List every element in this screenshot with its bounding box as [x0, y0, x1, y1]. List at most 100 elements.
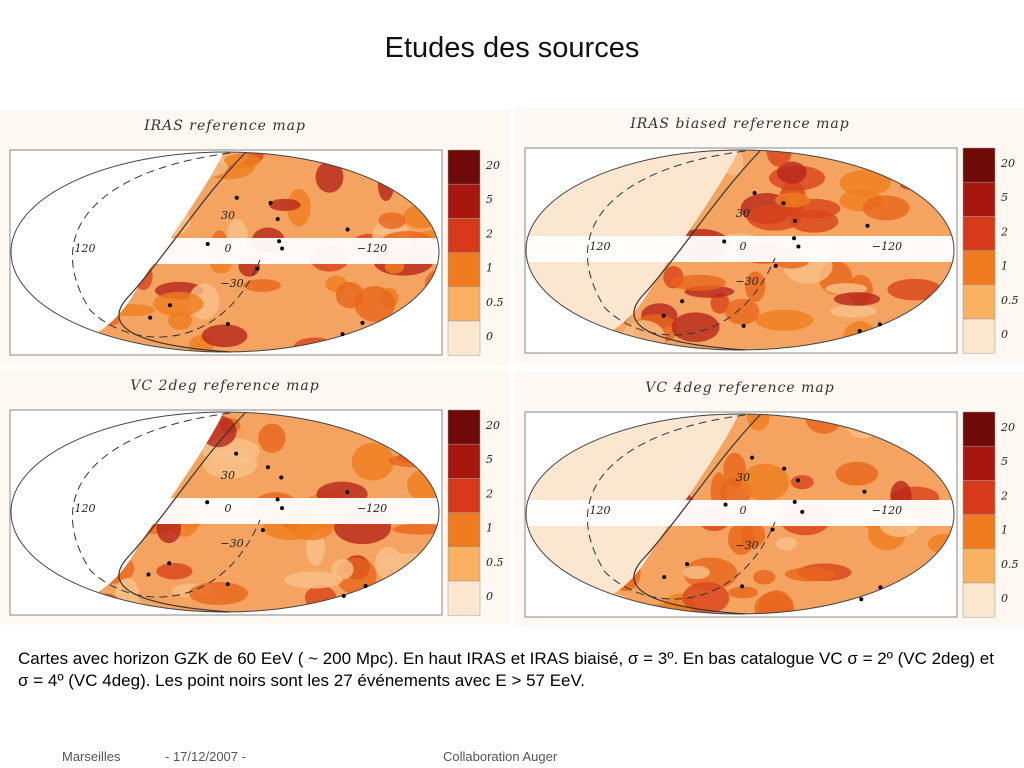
axis-label: −120: [872, 504, 902, 517]
sky-blob: [224, 153, 261, 168]
colorbar-segment: [447, 478, 481, 513]
event-dot: [857, 329, 862, 334]
colorbar-segment: [447, 286, 481, 322]
sky-blob: [315, 161, 344, 193]
sky-blobs: [11, 412, 439, 612]
colorbar-label: 0.5: [1001, 294, 1019, 307]
axis-label: 30: [221, 209, 235, 222]
exposure-boundary: [633, 150, 761, 351]
event-dot: [800, 509, 805, 514]
colorbar-segment: [962, 147, 996, 183]
event-dot: [167, 303, 172, 308]
event-dot: [862, 489, 867, 494]
event-dot: [859, 597, 864, 602]
colorbar-label: 1: [486, 262, 493, 275]
sky-blob: [753, 570, 776, 585]
sky-blob: [331, 558, 354, 580]
exposure-boundary: [118, 152, 246, 353]
map-panel: IRAS reference map 120 30 0 −30 −120 20 5 2 1 0.5 0: [0, 110, 510, 365]
colorbar-segment: [962, 181, 996, 217]
sky-maps: IRAS reference map120300−30−120205210.50…: [0, 108, 1024, 627]
event-dot: [280, 506, 285, 511]
colorbar-label: 0: [486, 330, 493, 343]
colorbar-label: 1: [1001, 260, 1008, 273]
event-dot: [280, 246, 285, 251]
axis-label: −120: [357, 242, 387, 255]
event-dot: [275, 216, 280, 221]
sky-blob: [243, 279, 281, 292]
galactic-plane-band: [11, 238, 439, 264]
sky-blob: [833, 292, 881, 306]
colorbar-label: 0.5: [486, 556, 504, 569]
map-panel: IRAS biased reference map120300−30−12020…: [515, 108, 1024, 363]
sky-blob: [258, 423, 286, 453]
sky-blob: [284, 571, 343, 589]
event-dot: [205, 500, 210, 505]
event-dot: [770, 527, 775, 532]
sky-blob: [747, 204, 802, 231]
colorbar-segment: [962, 216, 996, 251]
event-dot: [685, 562, 690, 567]
exposure-boundary: [118, 412, 246, 613]
sky-blob: [776, 161, 807, 184]
event-dot: [234, 451, 239, 456]
event-dot: [260, 528, 265, 533]
axis-label: −30: [220, 537, 243, 550]
sky-blob: [354, 286, 396, 322]
colorbar-label: 0: [486, 590, 493, 603]
colorbar-segment: [447, 149, 481, 185]
colorbar-label: 5: [1001, 191, 1008, 204]
supergalactic-plane: [587, 150, 776, 336]
sky-blob: [830, 304, 877, 318]
colorbar-segment: [447, 512, 481, 548]
event-dot: [662, 575, 667, 580]
slide-title: Etudes des sources: [384, 32, 640, 64]
colorbar-label: 20: [485, 159, 500, 172]
event-dot: [277, 239, 282, 244]
sky-blob: [671, 312, 720, 343]
event-dot: [279, 475, 284, 480]
axis-label: 120: [590, 240, 611, 253]
event-dot: [795, 478, 800, 483]
colorbar-segment: [962, 445, 996, 481]
galactic-plane-band: [11, 498, 439, 524]
colorbar-segment: [962, 514, 996, 550]
sky-blob: [790, 475, 814, 490]
event-dot: [340, 332, 345, 337]
event-dot: [792, 499, 797, 504]
sky-blob: [728, 586, 759, 599]
event-dot: [275, 497, 280, 502]
colorbar-label: 1: [1001, 524, 1008, 537]
event-dot: [341, 593, 346, 598]
axis-label: 120: [590, 504, 611, 517]
event-dot: [345, 490, 350, 495]
colorbar-segment: [962, 480, 996, 515]
sky-blob: [268, 198, 301, 212]
sky-blob: [723, 452, 746, 488]
event-dot: [781, 201, 786, 206]
sky-blob: [862, 195, 910, 221]
event-dot: [205, 241, 210, 246]
colorbar-segment: [962, 250, 996, 286]
axis-label: −30: [735, 539, 758, 552]
colorbar-label: 5: [486, 193, 493, 206]
event-dot: [167, 561, 172, 566]
event-dot: [865, 223, 870, 228]
colorbar-label: 20: [485, 419, 500, 432]
sky-blobs: [526, 150, 954, 350]
event-dot: [782, 466, 787, 471]
supergalactic-plane: [587, 414, 776, 600]
galactic-plane-band: [526, 500, 954, 526]
sky-blob: [201, 324, 248, 348]
event-dot: [740, 584, 745, 589]
colorbar-segment: [447, 443, 481, 479]
galactic-plane-band: [526, 236, 954, 262]
colorbar-label: 2: [485, 487, 493, 500]
event-dot: [148, 315, 153, 320]
axis-label: 0: [225, 502, 232, 515]
sky-blob: [839, 169, 891, 196]
sky-blob: [156, 563, 193, 580]
sky-blob: [683, 557, 738, 591]
sky-blob: [392, 523, 439, 535]
colorbar-segment: [447, 580, 481, 616]
